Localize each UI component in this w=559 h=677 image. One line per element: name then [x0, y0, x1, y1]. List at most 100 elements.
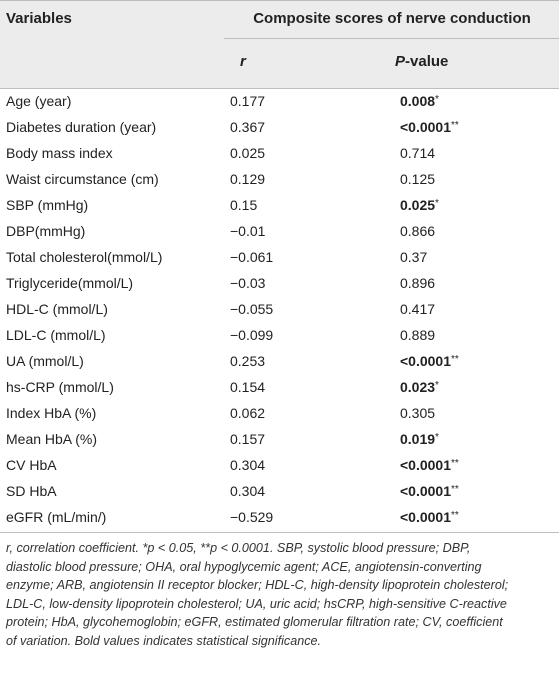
table-row: Total cholesterol(mmol/L) −0.061 0.37 [0, 244, 559, 270]
cell-p-value: 0.125 [400, 171, 435, 187]
cell-p-value: 0.019* [400, 431, 439, 447]
cell-p-value: 0.305 [400, 405, 435, 421]
cell-r: 0.177 [230, 93, 266, 109]
cell-variable: Index HbA (%) [6, 405, 97, 421]
header-variables: Variables [6, 10, 72, 27]
cell-variable: Mean HbA (%) [6, 431, 98, 447]
table-header [0, 0, 559, 89]
table-row: Index HbA (%) 0.062 0.305 [0, 400, 559, 426]
cell-p-value: 0.417 [400, 301, 435, 317]
header-group-title: Composite scores of nerve conduction [253, 10, 531, 27]
significance-marker: ** [451, 510, 459, 521]
cell-variable: Age (year) [6, 93, 72, 109]
significance-marker: ** [451, 484, 459, 495]
cell-variable: Waist circumstance (cm) [6, 171, 159, 187]
p-value-text: 0.025 [400, 197, 436, 213]
cell-r: 0.062 [230, 405, 266, 421]
significance-marker: * [435, 432, 439, 443]
table-row: CV HbA 0.304 <0.0001** [0, 452, 559, 478]
cell-variable: Triglyceride(mmol/L) [6, 275, 134, 291]
cell-r: 0.129 [230, 171, 266, 187]
p-value-text: <0.0001 [400, 353, 451, 369]
cell-p-value: 0.889 [400, 327, 435, 343]
table-row: Diabetes duration (year) 0.367 <0.0001** [0, 114, 559, 140]
p-value-text: 0.866 [400, 223, 436, 239]
cell-r: −0.03 [230, 275, 266, 291]
cell-r: 0.253 [230, 353, 266, 369]
table-row: SBP (mmHg) 0.15 0.025* [0, 192, 559, 218]
table-bottom-rule [0, 532, 559, 533]
cell-r: −0.099 [230, 327, 274, 343]
cell-p-value: <0.0001** [400, 119, 459, 135]
cell-variable: SD HbA [6, 483, 57, 499]
cell-p-value: 0.023* [400, 379, 439, 395]
table-body: Age (year) 0.177 0.008* Diabetes duration (… [0, 88, 559, 530]
p-value-text: <0.0001 [400, 509, 451, 525]
cell-r: 0.15 [230, 197, 258, 213]
cell-r: 0.157 [230, 431, 266, 447]
p-value-text: 0.37 [400, 249, 428, 265]
significance-marker: * [435, 94, 439, 105]
header-r: r [240, 53, 246, 70]
cell-variable: Body mass index [6, 145, 113, 161]
cell-p-value: 0.714 [400, 145, 435, 161]
cell-variable: eGFR (mL/min/) [6, 509, 107, 525]
p-value-text: 0.008 [400, 93, 436, 109]
cell-p-value: <0.0001** [400, 509, 459, 525]
p-value-text: 0.889 [400, 327, 436, 343]
significance-marker: ** [451, 458, 459, 469]
p-value-text: 0.305 [400, 405, 436, 421]
table-row: HDL-C (mmol/L) −0.055 0.417 [0, 296, 559, 322]
cell-r: 0.154 [230, 379, 266, 395]
cell-p-value: 0.37 [400, 249, 427, 265]
header-p-letter: P [395, 53, 406, 70]
p-value-text: 0.714 [400, 145, 436, 161]
cell-variable: DBP(mmHg) [6, 223, 86, 239]
significance-marker: * [435, 380, 439, 391]
cell-p-value: 0.866 [400, 223, 435, 239]
cell-variable: HDL-C (mmol/L) [6, 301, 108, 317]
cell-r: 0.304 [230, 457, 266, 473]
p-value-text: <0.0001 [400, 457, 451, 473]
cell-r: 0.367 [230, 119, 266, 135]
cell-r: −0.055 [230, 301, 274, 317]
cell-p-value: <0.0001** [400, 457, 459, 473]
footnote-line: protein; HbA, glycohemoglobin; eGFR, est… [6, 615, 503, 630]
significance-marker: ** [451, 120, 459, 131]
cell-variable: LDL-C (mmol/L) [6, 327, 106, 343]
table-row: DBP(mmHg) −0.01 0.866 [0, 218, 559, 244]
cell-r: −0.061 [230, 249, 274, 265]
footnote-line: r, correlation coefficient. *p < 0.05, *… [6, 541, 471, 555]
cell-variable: UA (mmol/L) [6, 353, 84, 369]
footnote-line: of variation. Bold values indicates stat… [6, 633, 322, 648]
header-group-rule [224, 38, 559, 39]
table-row: SD HbA 0.304 <0.0001** [0, 478, 559, 504]
p-value-text: <0.0001 [400, 119, 451, 135]
p-value-text: 0.023 [400, 379, 436, 395]
cell-p-value: 0.008* [400, 93, 439, 109]
p-value-text: 0.019 [400, 431, 436, 447]
table-row: Age (year) 0.177 0.008* [0, 88, 559, 114]
footnote-line: diastolic blood pressure; OHA, oral hypo… [6, 559, 482, 574]
cell-variable: hs-CRP (mmol/L) [6, 379, 114, 395]
table-row: UA (mmol/L) 0.253 <0.0001** [0, 348, 559, 374]
cell-r: 0.304 [230, 483, 266, 499]
cell-r: −0.529 [230, 509, 274, 525]
p-value-text: 0.417 [400, 301, 436, 317]
cell-p-value: <0.0001** [400, 353, 459, 369]
cell-r: −0.01 [230, 223, 266, 239]
footnote-line: enzyme; ARB, angiotensin II receptor blo… [6, 578, 509, 593]
significance-marker: ** [451, 354, 459, 365]
cell-variable: Total cholesterol(mmol/L) [6, 249, 163, 265]
cell-p-value: 0.025* [400, 197, 439, 213]
header-p-value: P-value [395, 53, 448, 70]
table-row: Mean HbA (%) 0.157 0.019* [0, 426, 559, 452]
table-row: LDL-C (mmol/L) −0.099 0.889 [0, 322, 559, 348]
cell-r: 0.025 [230, 145, 266, 161]
cell-variable: CV HbA [6, 457, 57, 473]
cell-p-value: 0.896 [400, 275, 435, 291]
table-row: Body mass index 0.025 0.714 [0, 140, 559, 166]
footnote-line: LDL-C, low-density lipoprotein cholester… [6, 596, 507, 611]
cell-variable: SBP (mmHg) [6, 197, 89, 213]
